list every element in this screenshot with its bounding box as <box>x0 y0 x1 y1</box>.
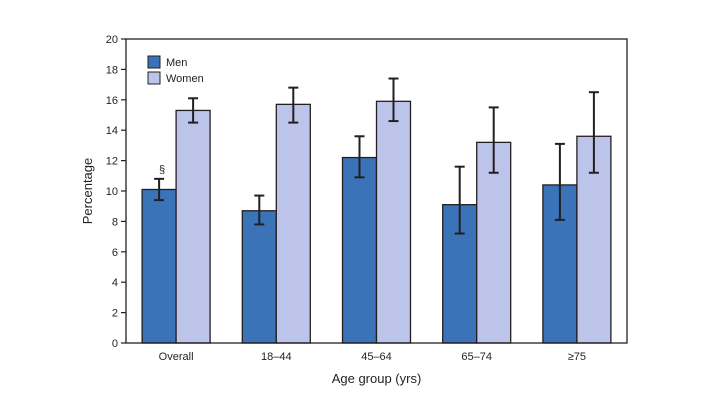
x-tick-label: Overall <box>159 351 194 363</box>
axes-layer: Overall 18–44 45–64 65–74 ≥75 § 0 2 4 6 8 10 12 14 16 1… <box>106 34 628 363</box>
y-tick-label: 8 <box>112 216 118 228</box>
y-tick-label: 2 <box>112 308 118 320</box>
bar-men-1844 <box>241 210 277 344</box>
y-tick-label: 4 <box>112 277 118 289</box>
legend-label-men: Men <box>166 57 187 69</box>
legend: Men Women <box>147 55 204 85</box>
legend-label-women: Women <box>166 73 204 85</box>
legend-swatch-women <box>147 71 161 85</box>
bar-women-6574 <box>476 141 512 344</box>
bar-women-Overall <box>175 109 211 344</box>
error-bars-layer <box>154 77 599 235</box>
bar-women-1844 <box>275 103 311 344</box>
x-tick-label: 45–64 <box>361 351 392 363</box>
bar-men-Overall <box>141 188 177 344</box>
y-tick-label: 12 <box>106 156 118 168</box>
y-tick-label: 14 <box>106 125 118 137</box>
x-tick-label: ≥75 <box>568 351 586 363</box>
y-tick-label: 16 <box>106 95 118 107</box>
bar-women-75 <box>576 135 612 344</box>
y-tick-label: 0 <box>112 338 118 350</box>
legend-swatch-men <box>147 55 161 69</box>
bar-women-4564 <box>375 100 412 344</box>
x-axis-title: Age group (yrs) <box>332 371 422 386</box>
y-tick-label: 20 <box>106 34 118 46</box>
y-axis-title: Percentage <box>80 158 95 225</box>
x-tick-label: 65–74 <box>461 351 492 363</box>
y-tick-label: 6 <box>112 247 118 259</box>
x-tick-label: 18–44 <box>261 351 292 363</box>
y-tick-label: 10 <box>106 186 118 198</box>
y-tick-label: 18 <box>106 64 118 76</box>
bar-men-4564 <box>341 156 378 344</box>
bars-layer <box>141 100 612 344</box>
annotation-label: § <box>159 164 165 176</box>
